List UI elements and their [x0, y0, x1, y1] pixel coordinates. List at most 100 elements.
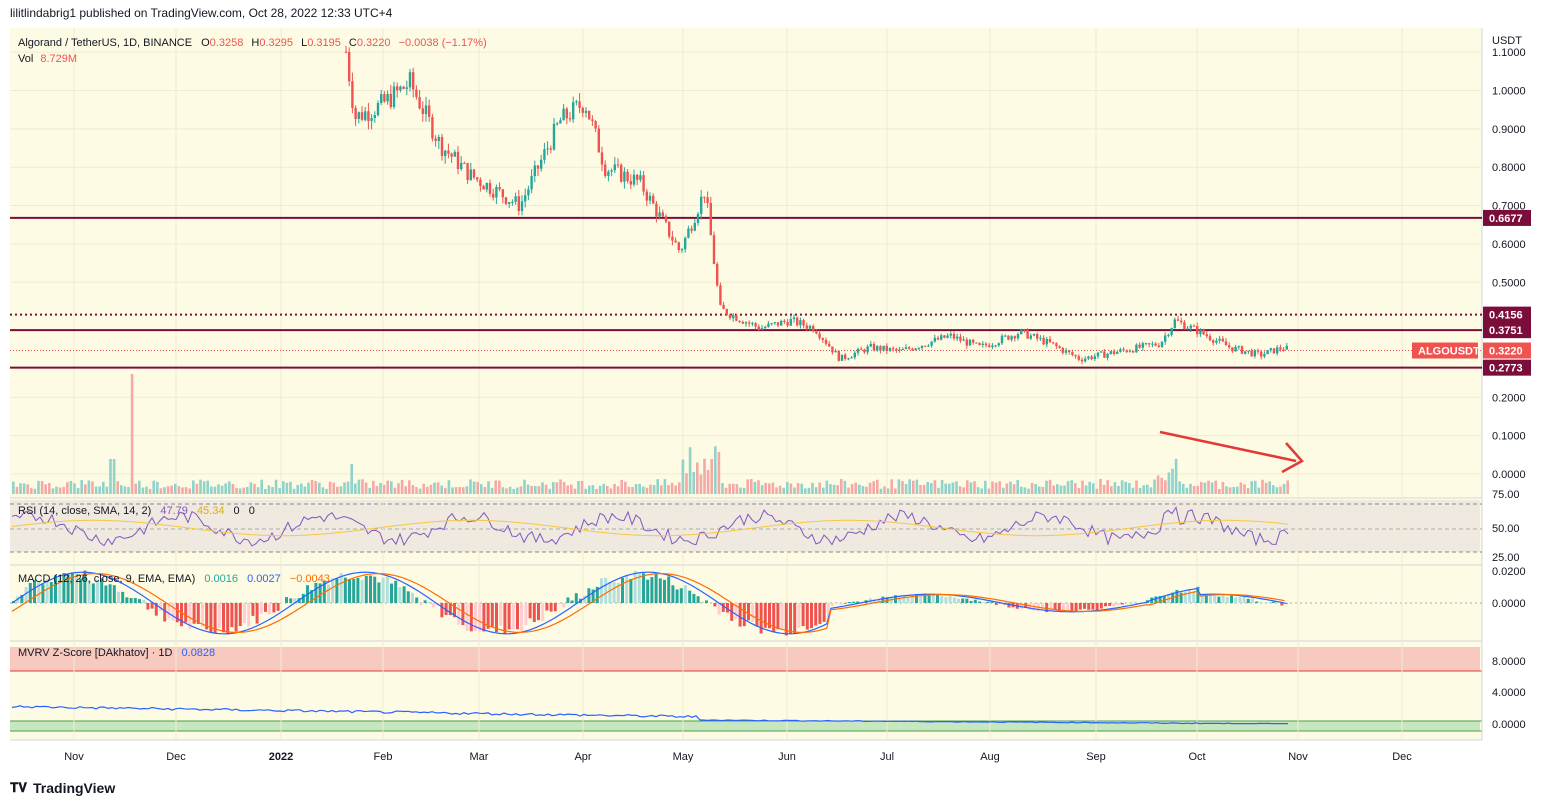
- volume-bar: [1030, 482, 1034, 494]
- candle-body: [696, 213, 700, 223]
- volume-bar: [1225, 486, 1228, 494]
- candle-body: [559, 120, 562, 124]
- candle-body: [968, 339, 972, 346]
- macd-histogram-bar: [801, 603, 805, 627]
- volume-bar: [472, 481, 476, 494]
- symbol-title: Algorand / TetherUS, 1D, BINANCE: [18, 37, 192, 49]
- macd-histogram-bar: [805, 603, 809, 630]
- volume-bar: [1218, 488, 1221, 494]
- candle-body: [1276, 347, 1279, 354]
- candle-body: [495, 187, 498, 198]
- volume-bar: [1228, 487, 1232, 494]
- macd-histogram-bar: [558, 603, 561, 605]
- macd-histogram-bar: [948, 596, 952, 603]
- candle-body: [776, 322, 780, 326]
- date-tick-label: Dec: [1392, 751, 1412, 763]
- candle-body: [898, 349, 901, 351]
- y-axis: 1.1000 1.0000 0.9000 0.8000 0.7000 0.6000 0.50…: [1492, 47, 1526, 731]
- macd-histogram-bar: [343, 577, 347, 603]
- macd-histogram-bar: [192, 603, 196, 624]
- volume-bar: [343, 482, 346, 494]
- candle-body: [680, 249, 684, 251]
- candle-body: [520, 201, 524, 211]
- macd-histogram-bar: [751, 603, 755, 622]
- macd-histogram-bar: [839, 603, 843, 605]
- volume-bar: [1088, 481, 1091, 494]
- volume-bar: [426, 486, 429, 494]
- macd-histogram-bar: [259, 603, 263, 614]
- macd-histogram-bar: [163, 603, 167, 622]
- candle-body: [786, 322, 789, 326]
- candle-body: [664, 216, 668, 222]
- volume-bar: [922, 484, 926, 494]
- candle-body: [591, 119, 594, 122]
- candle-body: [584, 110, 588, 113]
- candle-body: [517, 196, 520, 211]
- candle-body: [629, 181, 632, 185]
- candle-body: [850, 357, 853, 359]
- candle-body: [834, 350, 837, 353]
- volume-bar: [1167, 472, 1171, 494]
- macd-histogram-bar: [1070, 603, 1074, 613]
- candle-body: [866, 346, 869, 353]
- volume-bar: [422, 483, 425, 494]
- volume-bar: [1070, 480, 1073, 494]
- macd-histogram-bar: [1062, 603, 1065, 611]
- volume-bar: [523, 479, 526, 494]
- macd-histogram-bar: [625, 574, 629, 603]
- candle-body: [808, 325, 812, 329]
- volume-bar: [706, 470, 710, 494]
- volume-bar: [285, 482, 289, 494]
- candle-body: [1023, 329, 1026, 331]
- candle-body: [370, 117, 373, 121]
- macd-histogram-bar: [251, 603, 255, 616]
- volume-bar: [40, 480, 44, 494]
- candle-body: [712, 235, 716, 264]
- volume-bar: [1178, 481, 1181, 494]
- macd-histogram-bar: [499, 603, 503, 626]
- candle-body: [882, 345, 885, 351]
- macd-histogram-bar: [780, 603, 784, 629]
- volume-bar: [1138, 487, 1142, 494]
- mvrv-line: [11, 705, 1288, 725]
- macd-histogram-bar: [474, 603, 477, 631]
- macd-histogram-bar: [742, 603, 746, 627]
- volume-bar: [94, 486, 98, 494]
- candle-body: [636, 174, 639, 180]
- macd-histogram-bar: [1251, 598, 1254, 603]
- macd-histogram-bar: [24, 587, 28, 603]
- candle-body: [1192, 325, 1196, 327]
- tradingview-logo-text[interactable]: TradingView: [33, 780, 116, 796]
- candle-body: [738, 320, 741, 322]
- candle-body: [488, 183, 492, 194]
- volume-bar: [238, 488, 242, 494]
- volume-bar: [220, 485, 224, 494]
- volume-bar: [339, 486, 343, 494]
- macd-histogram-bar: [150, 603, 154, 609]
- date-tick-label: Sep: [1086, 751, 1106, 763]
- volume-bar: [825, 480, 829, 494]
- macd-histogram-bar: [209, 603, 213, 633]
- candle-body: [546, 148, 549, 150]
- macd-tick-label: 0.0200: [1492, 566, 1526, 578]
- macd-histogram-bar: [1154, 596, 1158, 603]
- date-tick-label: 2022: [269, 751, 293, 763]
- volume-bar: [512, 488, 515, 494]
- candle-body: [1036, 334, 1039, 339]
- macd-histogram-bar: [528, 603, 532, 619]
- candle-body: [1170, 328, 1173, 335]
- symbol-badge-label: ALGOUSDT: [1418, 346, 1480, 358]
- volume-bar: [112, 459, 116, 494]
- candle-body: [1016, 334, 1020, 339]
- volume-bar: [357, 479, 361, 494]
- volume-bar: [368, 487, 371, 494]
- candle-body: [805, 325, 808, 329]
- candle-body: [1279, 347, 1282, 350]
- volume-bar: [224, 483, 227, 494]
- candle-body: [1084, 358, 1087, 362]
- candle-body: [1039, 337, 1042, 339]
- macd-histogram-bar: [37, 581, 41, 603]
- rsi-pane: [11, 506, 1289, 547]
- volume-bar: [537, 486, 541, 494]
